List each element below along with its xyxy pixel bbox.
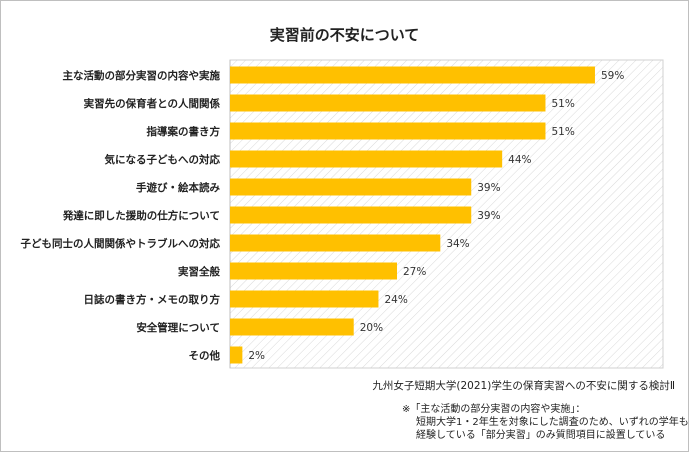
value-label: 34% [446,238,469,250]
value-label: 59% [601,70,624,82]
category-label: 主な活動の部分実習の内容や実施 [63,69,221,82]
value-label: 51% [551,126,574,138]
category-label: 指導案の書き方 [147,125,221,138]
category-label: 実習全般 [178,265,220,278]
footnote-line-1: ※「主な活動の部分実習の内容や実施」： [402,404,586,415]
bar [230,122,546,140]
bar [230,66,595,84]
chart-title: 実習前の不安について [269,26,420,44]
source-citation: 九州女子短期大学(2021)学生の保育実習への不安に関する検討Ⅱ [372,380,675,392]
bar [230,290,379,308]
bar [230,94,546,112]
footnote-line-3: 経験している「部分実習」のみ質問項目に設置している [416,430,666,441]
footnote-line-2: 短期大学1・2年生を対象にした調査のため、いずれの学年も [416,417,689,428]
value-label: 39% [477,210,500,222]
category-label: 手遊び・絵本読み [136,181,220,194]
value-label: 2% [248,350,265,362]
footnote: ※「主な活動の部分実習の内容や実施」： 短期大学1・2年生を対象にした調査のため… [402,403,689,442]
bar [230,150,503,168]
bar [230,206,472,224]
category-label: 安全管理について [136,321,220,334]
category-label: 子ども同士の人間関係やトラブルへの対応 [21,237,221,250]
category-label: 発達に即した援助の仕方について [62,209,220,222]
category-label: その他 [189,349,221,362]
bar [230,234,441,252]
value-label: 27% [403,266,426,278]
bar [230,318,354,336]
bar [230,262,398,280]
value-label: 20% [360,322,383,334]
category-label: 日誌の書き方・メモの取り方 [84,293,221,306]
bar [230,346,243,364]
category-label: 気になる子どもへの対応 [104,153,221,166]
value-label: 51% [551,98,574,110]
value-label: 24% [384,294,407,306]
value-label: 44% [508,154,531,166]
bar [230,178,472,196]
value-label: 39% [477,182,500,194]
category-label: 実習先の保育者との人間関係 [84,97,221,110]
